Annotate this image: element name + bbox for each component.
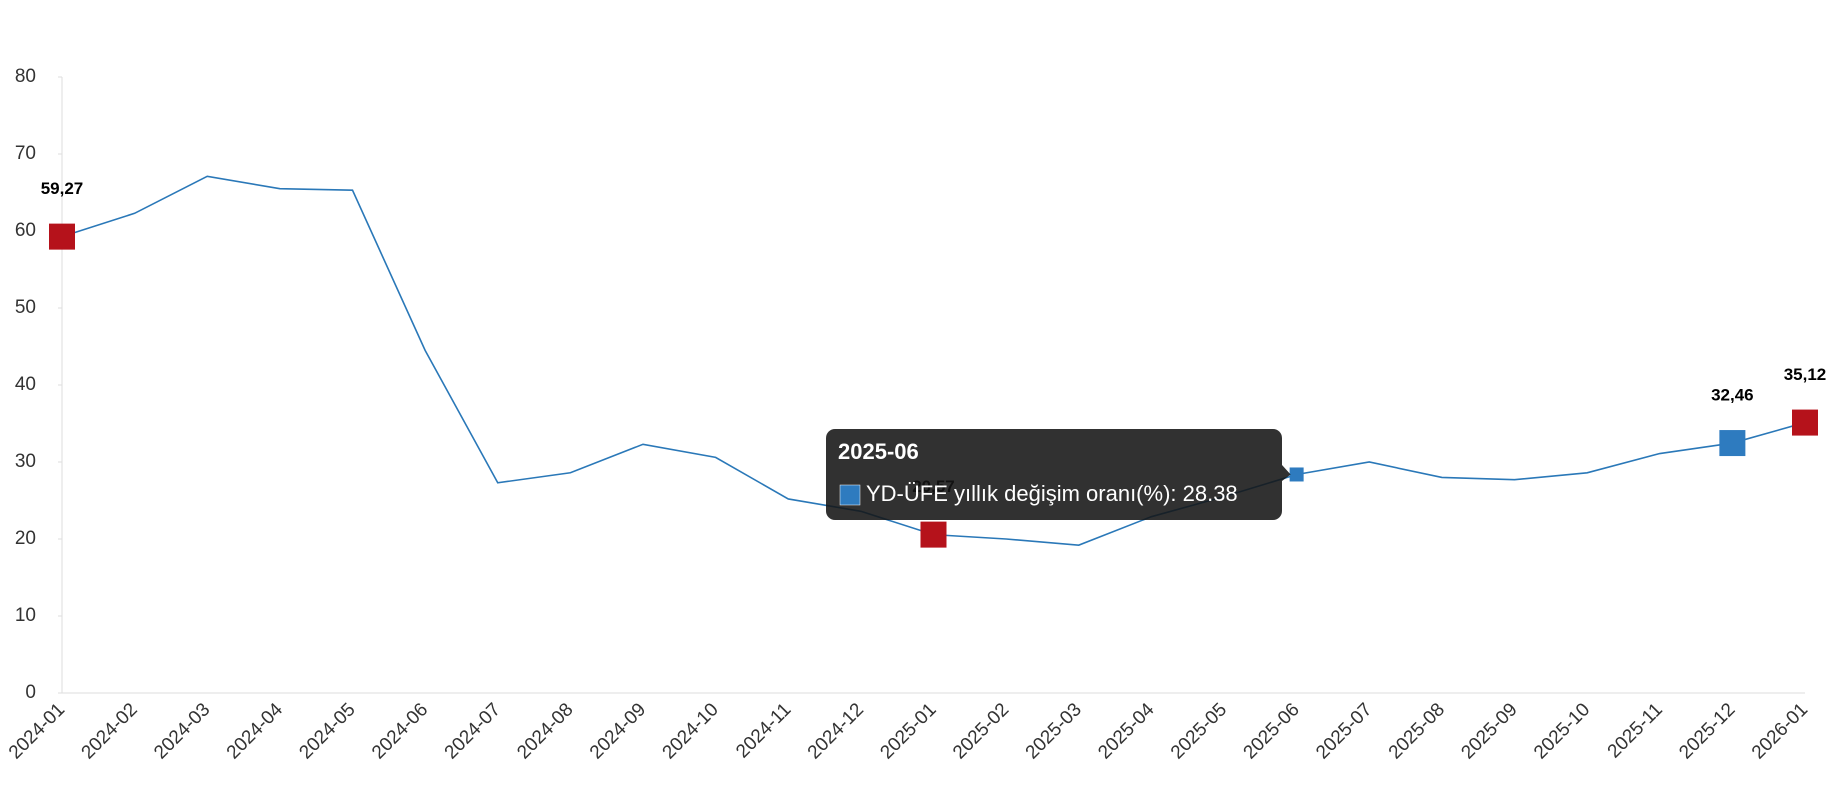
marker (1719, 430, 1746, 457)
y-tick-label: 70 (15, 143, 36, 164)
x-tick-label: 2024-04 (223, 699, 287, 763)
x-tick-label: 2025-10 (1530, 699, 1594, 763)
x-tick-label: 2025-08 (1385, 699, 1449, 763)
x-tick-label: 2024-01 (5, 699, 69, 763)
marker (1792, 409, 1818, 436)
y-tick-label: 0 (25, 682, 36, 703)
x-tick-label: 2025-03 (1022, 699, 1086, 763)
tooltip-title: 2025-06 (838, 439, 919, 464)
x-tick-label: 2024-06 (368, 699, 432, 763)
tooltip-swatch (839, 484, 861, 506)
y-tick-label: 80 (15, 66, 36, 87)
value-label: 35,12 (1784, 365, 1827, 384)
x-tick-label: 2024-12 (804, 699, 868, 763)
x-tick-label: 2025-02 (949, 699, 1013, 763)
hover-marker (1289, 467, 1304, 482)
y-tick-label: 50 (15, 297, 36, 318)
x-tick-label: 2024-08 (513, 699, 577, 763)
tooltip-arrow (1282, 465, 1291, 481)
value-label: 32,46 (1711, 386, 1754, 405)
x-tick-label: 2025-11 (1604, 699, 1667, 762)
x-tick-label: 2024-07 (441, 699, 505, 763)
x-tick-label: 2024-10 (659, 699, 723, 763)
y-tick-label: 20 (15, 528, 36, 549)
marker (49, 223, 75, 250)
x-tick-label: 2026-01 (1748, 699, 1812, 763)
x-tick-label: 2024-11 (732, 699, 795, 762)
y-tick-label: 30 (15, 451, 36, 472)
x-tick-label: 2025-12 (1675, 699, 1739, 763)
x-tick-label: 2025-06 (1240, 699, 1304, 763)
marker (920, 521, 947, 548)
y-tick-label: 60 (15, 220, 36, 241)
tooltip-box (826, 429, 1282, 520)
y-tick-label: 40 (15, 374, 36, 395)
x-tick-label: 2024-09 (586, 699, 650, 763)
x-tick-label: 2024-03 (150, 699, 214, 763)
y-tick-label: 10 (15, 605, 36, 626)
tooltip: 2025-06 YD-ÜFE yıllık değişim oranı(%): 2… (826, 429, 1291, 520)
x-tick-label: 2025-05 (1167, 699, 1231, 763)
value-label: 59,27 (41, 179, 84, 198)
x-tick-label: 2025-09 (1457, 699, 1521, 763)
x-tick-label: 2025-04 (1094, 699, 1158, 763)
x-tick-label: 2025-07 (1312, 699, 1376, 763)
tooltip-text: YD-ÜFE yıllık değişim oranı(%): 28.38 (866, 481, 1238, 506)
x-tick-label: 2024-02 (78, 699, 142, 763)
x-tick-label: 2024-05 (295, 699, 359, 763)
x-tick-label: 2025-01 (876, 699, 940, 763)
